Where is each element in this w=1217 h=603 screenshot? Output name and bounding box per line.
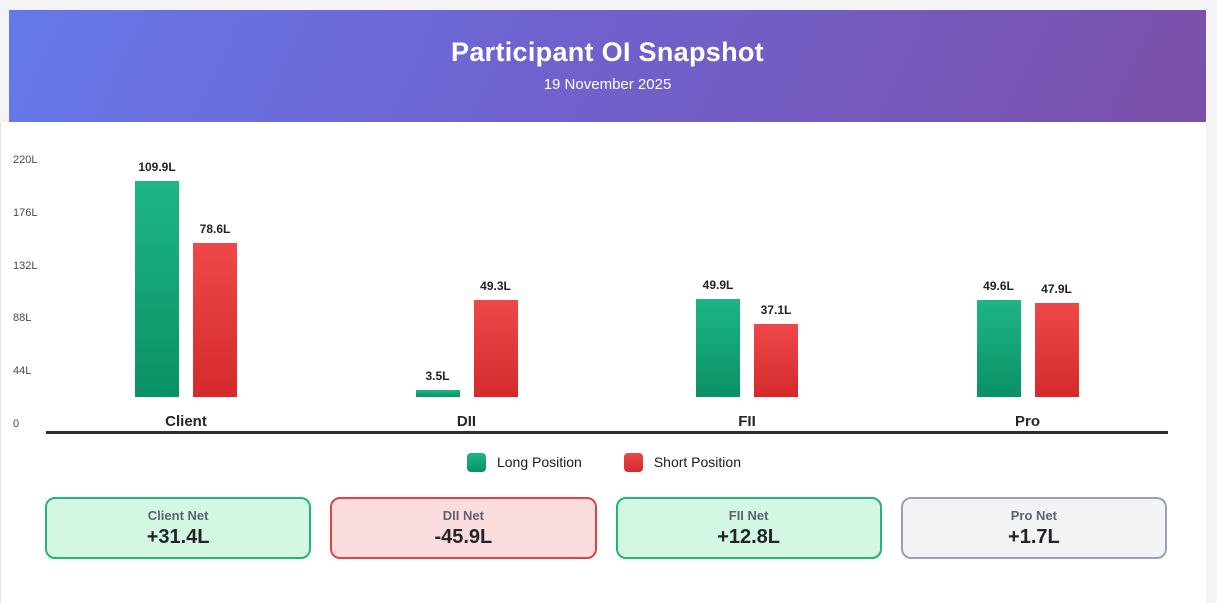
short-position-bar-fii: [754, 324, 798, 397]
net-card-label: Client Net: [147, 507, 209, 523]
y-axis-tick-label: 88L: [13, 312, 32, 325]
long-position-bar-pro: [976, 300, 1021, 397]
category-label-dii: DII: [456, 413, 477, 430]
net-card-value: -45.9L: [434, 525, 493, 548]
short-position-bar-pro: [1034, 303, 1079, 397]
y-axis-tick-label: 220L: [13, 154, 38, 166]
y-axis-tick-label: 44L: [13, 365, 32, 378]
x-axis-line: [46, 431, 1168, 434]
category-label-fii: FII: [738, 413, 756, 430]
bar-value-label: 49.3L: [480, 279, 511, 293]
long-position-bar-client: [135, 181, 179, 397]
report-date: 19 November 2025: [543, 76, 672, 93]
net-card-value: +31.4L: [146, 525, 210, 548]
net-card-client-net: Client Net +31.4L: [45, 497, 312, 559]
header-banner: Participant OI Snapshot 19 November 2025: [9, 10, 1206, 122]
short-position-bar-dii: [473, 300, 518, 397]
long-position-bar-fii: [696, 299, 740, 397]
legend-swatch-icon: [623, 452, 643, 472]
net-card-fii-net: FII Net +12.8L: [615, 497, 882, 559]
net-card-dii-net: DII Net -45.9L: [330, 497, 597, 559]
long-position-bar-dii: [415, 390, 460, 397]
legend-swatch-icon: [466, 452, 486, 472]
legend-item-long-position: Long Position: [466, 452, 582, 472]
net-card-value: +1.7L: [1008, 525, 1060, 548]
y-axis-tick-label: 0: [13, 418, 20, 430]
category-label-pro: Pro: [1014, 413, 1040, 430]
net-card-pro-net: Pro Net +1.7L: [900, 497, 1167, 559]
net-card-label: FII Net: [728, 507, 769, 523]
net-card-label: DII Net: [442, 507, 484, 523]
legend-label: Short Position: [653, 454, 741, 470]
y-axis-tick-label: 132L: [13, 259, 38, 272]
net-card-label: Pro Net: [1010, 507, 1057, 523]
category-label-client: Client: [165, 413, 207, 430]
bar-value-label: 49.6L: [983, 279, 1014, 293]
bar-value-label: 47.9L: [1041, 282, 1072, 296]
bar-value-label: 3.5L: [425, 369, 450, 383]
bar-value-label: 78.6L: [199, 222, 231, 236]
bar-value-label: 49.9L: [702, 278, 734, 292]
legend-item-short-position: Short Position: [623, 452, 741, 472]
chart-legend: Long Position Short Position: [1, 450, 1207, 474]
page-title: Participant OI Snapshot: [451, 37, 764, 67]
plot-area: 220L 176L 132L 88L 44L 0 109.9L 78.6L Client 3.5L…: [1, 122, 1207, 452]
bar-value-label: 109.9L: [138, 160, 176, 174]
bar-value-label: 37.1L: [760, 303, 792, 317]
short-position-bar-client: [193, 243, 237, 397]
y-axis-tick-label: 176L: [13, 206, 38, 219]
content-panel: 220L 176L 132L 88L 44L 0 109.9L 78.6L Client 3.5L…: [0, 122, 1206, 603]
legend-label: Long Position: [496, 454, 582, 470]
net-cards-row: Client Net +31.4L DII Net -45.9L FII Net +12.…: [45, 497, 1167, 559]
net-card-value: +12.8L: [717, 525, 781, 548]
